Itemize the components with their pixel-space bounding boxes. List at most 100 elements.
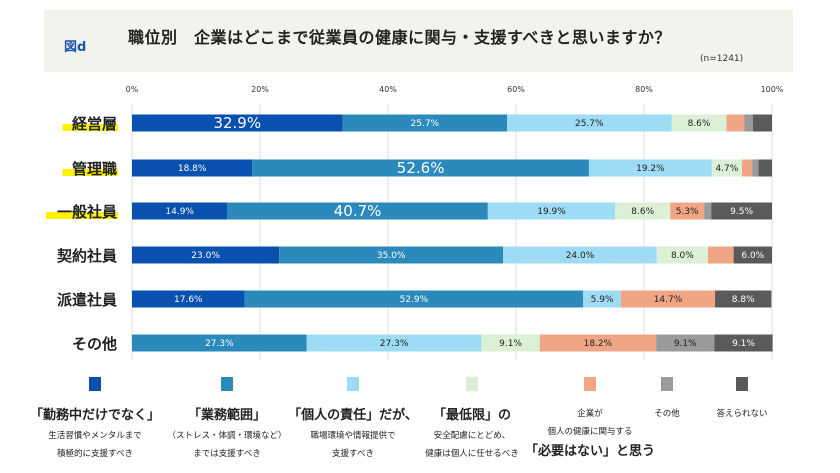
category-highlight xyxy=(62,169,118,176)
category-label: 管理職 xyxy=(72,160,117,178)
data-label: 5.3% xyxy=(676,207,699,217)
data-label: 4.7% xyxy=(715,164,738,174)
bar-segment xyxy=(752,159,759,177)
bar-segment xyxy=(726,114,745,132)
x-tick-label: 80% xyxy=(635,85,653,94)
data-label: 8.0% xyxy=(671,251,694,261)
legend-text: 「必要はない」と思う xyxy=(524,444,655,459)
bar-segment xyxy=(487,202,616,220)
data-label: 19.2% xyxy=(636,164,665,174)
bar-segment xyxy=(670,202,705,220)
bar-segment xyxy=(132,202,228,220)
x-tick-label: 40% xyxy=(379,85,397,94)
data-label: 19.9% xyxy=(537,207,566,217)
chart-title: 職位別 企業はどこまで従業員の健康に関与・支援すべきと思いますか？ xyxy=(128,28,671,47)
data-label: 6.0% xyxy=(741,251,764,261)
bar-segment xyxy=(714,334,773,352)
bar-segment xyxy=(481,334,540,352)
bar-segment xyxy=(244,290,584,308)
legend-text: までは支援すべき xyxy=(193,449,261,459)
data-label: 25.7% xyxy=(575,119,604,129)
data-label: 52.6% xyxy=(397,159,445,177)
bar-segment xyxy=(539,334,657,352)
bar-segment xyxy=(656,334,715,352)
bar-segment xyxy=(704,202,712,220)
bar-segment xyxy=(715,290,772,308)
legend-item: 企業が 個人の健康に関与する 「必要はない」と思う xyxy=(520,377,660,463)
x-tick-label: 0% xyxy=(126,85,139,94)
legend-text: 支援すべき xyxy=(332,449,374,459)
title-band xyxy=(44,10,793,72)
category-highlight xyxy=(46,212,118,219)
bar-segment xyxy=(507,114,672,132)
legend-swatch xyxy=(736,377,748,391)
bar-segment xyxy=(306,334,482,352)
data-label: 9.1% xyxy=(732,339,755,349)
category-label: 一般社員 xyxy=(57,203,117,221)
legend-swatch xyxy=(221,377,233,391)
data-label: 8.8% xyxy=(732,295,755,305)
legend-swatch xyxy=(347,377,359,391)
bar-segment xyxy=(252,159,589,177)
bar-segment xyxy=(615,202,671,220)
bar-segment xyxy=(503,246,657,264)
data-label: 5.9% xyxy=(591,295,614,305)
legend-text: 健康は個人に任せるべき xyxy=(425,449,519,459)
data-label: 17.6% xyxy=(174,295,203,305)
data-label: 27.3% xyxy=(205,339,234,349)
data-label: 32.9% xyxy=(213,114,261,132)
bar-segment xyxy=(711,202,772,220)
legend-text: （ストレス・体調・環境など） xyxy=(167,431,287,441)
bar-segment xyxy=(132,334,307,352)
bar-segment xyxy=(708,246,734,264)
bar-segment xyxy=(132,114,343,132)
legend-text: 「個人の責任」だが、 xyxy=(288,408,418,423)
category-label: 派遣社員 xyxy=(57,291,117,309)
data-label: 8.6% xyxy=(631,207,654,217)
x-tick-label: 100% xyxy=(761,85,784,94)
data-label: 14.7% xyxy=(654,295,683,305)
sample-size: (n=1241) xyxy=(700,54,744,64)
bar-segment xyxy=(342,114,508,132)
bar-segment xyxy=(583,290,621,308)
legend-item: その他 xyxy=(597,377,737,423)
bar-segment xyxy=(744,114,753,132)
data-label: 14.9% xyxy=(165,207,194,217)
x-tick-label: 20% xyxy=(251,85,269,94)
legend-swatch xyxy=(466,377,478,391)
bar-segment xyxy=(671,114,727,132)
data-label: 24.0% xyxy=(566,251,595,261)
data-label: 52.9% xyxy=(400,295,429,305)
legend-text: 職場環境や情報提供で xyxy=(310,431,396,441)
bar-segment xyxy=(733,246,772,264)
bar-segment xyxy=(132,246,280,264)
bar-segment xyxy=(132,290,245,308)
legend-item: 「個人の責任」だが、職場環境や情報提供で 支援すべき xyxy=(283,377,423,463)
legend-text: 生活習慣やメンタルまで xyxy=(48,431,142,441)
data-label: 8.6% xyxy=(688,119,711,129)
bar-segment xyxy=(620,290,716,308)
legend-text: 個人の健康に関与する xyxy=(547,427,633,437)
legend-text: 答えられない xyxy=(716,409,768,419)
bar-segment xyxy=(741,159,753,177)
legend-text: 「最低限」の xyxy=(432,408,511,423)
legend-text: 安全配慮にとどめ、 xyxy=(433,431,511,441)
bar-segment xyxy=(711,159,742,177)
data-label: 18.2% xyxy=(584,339,613,349)
data-label: 9.5% xyxy=(730,207,753,217)
data-label: 35.0% xyxy=(377,251,406,261)
category-label: その他 xyxy=(72,335,117,353)
bar-segment xyxy=(656,246,708,264)
legend-text: 積極的に支援すべき xyxy=(57,449,133,459)
legend-swatch xyxy=(661,377,673,391)
legend-item: 「最低限」の安全配慮にとどめ、 健康は個人に任せるべき xyxy=(402,377,542,463)
bar-segment xyxy=(752,114,772,132)
data-label: 27.3% xyxy=(380,339,409,349)
bar-segment xyxy=(279,246,504,264)
category-highlight xyxy=(62,124,118,131)
data-label: 40.7% xyxy=(334,202,382,220)
legend-item: 「勤務中だけでなく」 生活習慣やメンタルまで 積極的に支援すべき xyxy=(25,377,165,463)
category-label: 経営層 xyxy=(72,115,117,133)
